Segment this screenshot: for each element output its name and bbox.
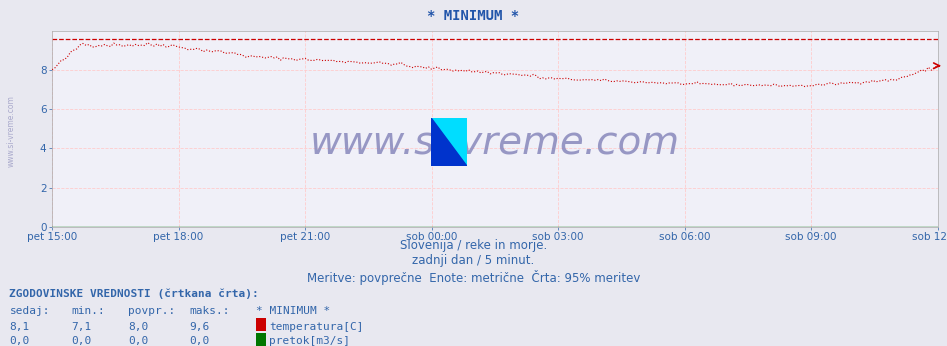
Polygon shape [431, 118, 467, 166]
Text: 9,6: 9,6 [189, 322, 209, 332]
Text: temperatura[C]: temperatura[C] [269, 322, 364, 332]
Text: Slovenija / reke in morje.: Slovenija / reke in morje. [400, 239, 547, 252]
Text: * MINIMUM *: * MINIMUM * [427, 9, 520, 22]
Text: maks.:: maks.: [189, 306, 230, 316]
Text: www.si-vreme.com: www.si-vreme.com [310, 124, 680, 162]
Text: 7,1: 7,1 [71, 322, 91, 332]
Text: 8,0: 8,0 [128, 322, 148, 332]
Polygon shape [431, 118, 467, 166]
Text: * MINIMUM *: * MINIMUM * [256, 306, 330, 316]
Text: sedaj:: sedaj: [9, 306, 50, 316]
Text: ZGODOVINSKE VREDNOSTI (črtkana črta):: ZGODOVINSKE VREDNOSTI (črtkana črta): [9, 289, 259, 299]
Text: min.:: min.: [71, 306, 105, 316]
Text: pretok[m3/s]: pretok[m3/s] [269, 336, 350, 346]
Text: www.si-vreme.com: www.si-vreme.com [7, 95, 16, 167]
Text: 0,0: 0,0 [128, 336, 148, 346]
Text: 8,1: 8,1 [9, 322, 29, 332]
Text: povpr.:: povpr.: [128, 306, 175, 316]
Text: Meritve: povprečne  Enote: metrične  Črta: 95% meritev: Meritve: povprečne Enote: metrične Črta:… [307, 270, 640, 285]
Text: 0,0: 0,0 [9, 336, 29, 346]
Polygon shape [431, 118, 467, 166]
Text: zadnji dan / 5 minut.: zadnji dan / 5 minut. [412, 254, 535, 267]
Text: 0,0: 0,0 [71, 336, 91, 346]
Text: 0,0: 0,0 [189, 336, 209, 346]
